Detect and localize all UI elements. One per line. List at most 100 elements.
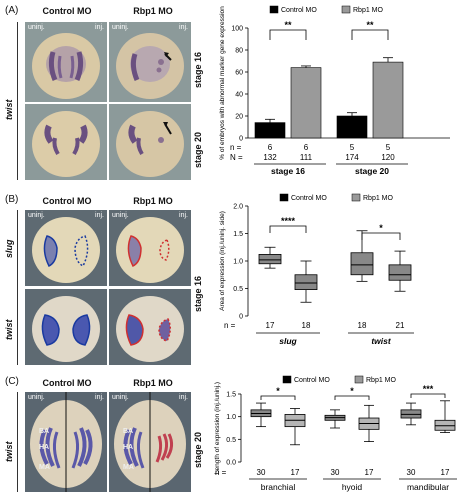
n-value: 6 [268, 143, 273, 152]
embryo-image-twist-control [25, 289, 107, 365]
embryo-image-slug-rbp1: uninj. inj. [109, 210, 191, 286]
inj-label: inj. [95, 212, 104, 219]
arch-label-ma: MA [39, 464, 50, 471]
bar [372, 61, 404, 139]
legend-label: Control MO [281, 7, 317, 14]
n-value: 5 [386, 143, 391, 152]
uninj-label: uninj. [28, 24, 45, 31]
significance-stars: ** [284, 20, 292, 30]
group-label: twist [371, 336, 392, 346]
y-tick-label: 100 [231, 26, 243, 33]
arch-label-ma: MA [123, 464, 134, 471]
panel-b-label: (B) [5, 194, 19, 205]
embryo-image-slug-control: uninj. inj. [25, 210, 107, 286]
y-tick-label: 0 [239, 314, 243, 321]
bar [254, 122, 286, 139]
embryo-image-arches-control: uninj. inj. BA HA MA [25, 392, 107, 492]
n-value: 17 [365, 468, 374, 477]
legend-label: Rbp1 MO [353, 7, 384, 14]
box [388, 264, 412, 281]
panel-b-box-chart: Control MO Rbp1 MO 0 0.5 1.0 1.5 2.0 Area of ex… [219, 193, 414, 346]
y-tick-label: 60 [235, 70, 243, 77]
n-value: 18 [302, 321, 311, 330]
n-value: 17 [266, 321, 275, 330]
panel-c-control-header: Control MO [42, 378, 92, 388]
arch-label-ha: HA [123, 444, 134, 451]
panel-b-gene-bottom: twist [4, 319, 14, 340]
n-value: 21 [396, 321, 405, 330]
uninj-label: uninj. [28, 394, 45, 401]
y-tick-label: 0.5 [226, 437, 236, 444]
legend-swatch [341, 5, 351, 14]
box [294, 274, 318, 290]
n-value: 18 [358, 321, 367, 330]
legend-label: Control MO [291, 195, 327, 202]
n-value: 30 [331, 468, 340, 477]
legend-label: Control MO [294, 377, 330, 384]
n-row-label: n = [224, 321, 236, 330]
panel-b-gene-top: slug [4, 239, 14, 258]
N-value: 120 [381, 153, 395, 162]
legend-swatch [354, 375, 364, 384]
n-value: 30 [257, 468, 266, 477]
panel-a-left-bracket [17, 22, 18, 180]
legend-label: Rbp1 MO [366, 377, 397, 384]
panel-b-stage-label: stage 16 [193, 275, 203, 312]
embryo-image-control-st20 [25, 104, 107, 180]
significance-bracket [410, 393, 446, 398]
inj-label: inj. [179, 394, 188, 401]
significance-bracket [269, 225, 307, 233]
group-label: stage 20 [355, 166, 389, 176]
y-tick-label: 80 [235, 48, 243, 55]
n-value: 30 [407, 468, 416, 477]
n-value: 17 [291, 468, 300, 477]
y-tick-label: 0.5 [233, 286, 243, 293]
y-tick-label: 0.0 [226, 460, 236, 467]
y-tick-label: 0 [239, 136, 243, 143]
n-value: 6 [304, 143, 309, 152]
panel-a-gene-label: twist [4, 99, 14, 120]
N-row-label: N = [230, 153, 243, 162]
uninj-label: uninj. [112, 24, 129, 31]
significance-stars: * [276, 386, 280, 396]
significance-stars: **** [281, 216, 296, 226]
y-tick-label: 2.0 [233, 204, 243, 211]
arch-label-ba: BA [123, 428, 134, 435]
group-label: stage 16 [271, 166, 305, 176]
legend-swatch [282, 375, 292, 384]
group-label: slug [279, 336, 297, 346]
bar [290, 67, 322, 139]
legend-label: Rbp1 MO [363, 195, 394, 202]
box [350, 252, 374, 276]
panel-c-left-bracket [17, 392, 18, 492]
embryo-image-control-st16: uninj. inj. [25, 22, 107, 102]
n-row-label: n = [215, 468, 227, 477]
panel-b-left-bracket [17, 210, 18, 365]
y-tick-label: 20 [235, 114, 243, 121]
panel-a-bar-chart: Control MO Rbp1 MO 0 20 40 60 80 100 % of embryo… [219, 5, 450, 176]
embryo-image-rbp1-st20 [109, 104, 191, 180]
panel-c-gene-label: twist [4, 441, 14, 462]
panel-b-rbp1-header: Rbp1 MO [133, 196, 173, 206]
y-axis-label: Area of expression (inj./uninj. side) [219, 211, 226, 311]
significance-stars: * [379, 223, 383, 233]
significance-stars: ** [366, 20, 374, 30]
panel-a-stage-top: stage 16 [193, 51, 203, 88]
significance-stars: *** [423, 384, 434, 394]
significance-bracket [260, 395, 296, 400]
panel-a-rbp1-header: Rbp1 MO [133, 6, 173, 16]
embryo-image-twist-rbp1 [109, 289, 191, 365]
significance-bracket [269, 29, 307, 40]
legend-swatch [279, 193, 289, 202]
significance-bracket [361, 232, 401, 240]
panel-c-label: (C) [5, 376, 19, 387]
y-axis-label: % of embryos with abnormal marker gene e… [219, 6, 226, 160]
inj-label: inj. [179, 212, 188, 219]
significance-bracket [351, 29, 389, 40]
panel-a-stage-bottom: stage 20 [193, 131, 203, 168]
inj-label: inj. [95, 394, 104, 401]
bar [336, 115, 368, 139]
panel-a-label: (A) [5, 5, 19, 16]
uninj-label: uninj. [112, 394, 129, 401]
panel-b-control-header: Control MO [42, 196, 92, 206]
